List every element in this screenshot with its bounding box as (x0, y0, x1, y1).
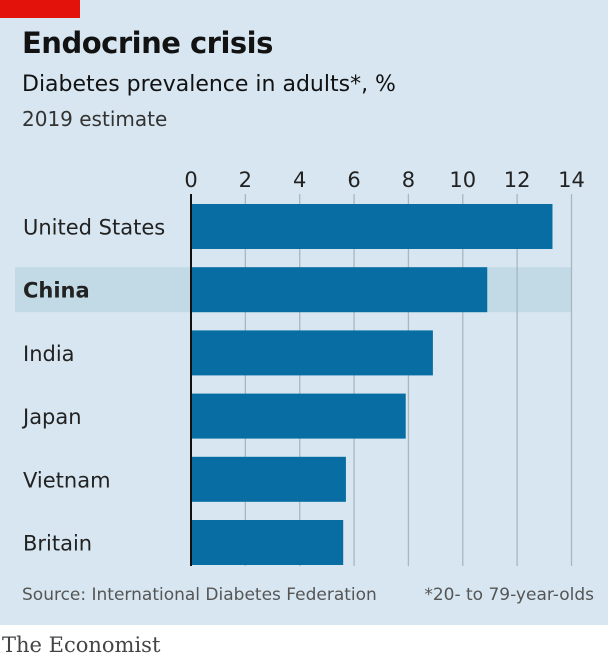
x-tick-label: 2 (239, 168, 252, 192)
footnote-text: *20- to 79-year-olds (424, 585, 594, 605)
bar-japan (191, 393, 406, 439)
chart-subtitle: Diabetes prevalence in adults*, % (22, 72, 396, 97)
category-label: Britain (23, 532, 92, 556)
x-tick-label: 6 (347, 168, 360, 192)
bar-vietnam (191, 456, 346, 502)
x-tick-label: 14 (558, 168, 585, 192)
category-label: Vietnam (23, 468, 111, 492)
category-label: India (23, 342, 75, 366)
chart-title: Endocrine crisis (22, 26, 273, 60)
x-tick-label: 12 (504, 168, 531, 192)
red-tag-logo (0, 0, 80, 18)
category-label: China (23, 279, 90, 303)
bar-india (191, 330, 433, 376)
brand-logo: The Economist (2, 633, 161, 657)
x-tick-label: 0 (184, 168, 197, 192)
x-tick-label: 10 (449, 168, 476, 192)
bar-britain (191, 520, 344, 565)
chart-note: 2019 estimate (22, 107, 168, 131)
x-tick-label: 8 (402, 168, 415, 192)
source-text: Source: International Diabetes Federatio… (22, 585, 377, 605)
category-label: United States (23, 216, 165, 240)
bar-united-states (191, 204, 553, 249)
x-tick-label: 4 (293, 168, 306, 192)
bar-chart: 0 2 4 6 8 10 12 14 United States China India Japan V… (15, 168, 585, 566)
category-label: Japan (21, 405, 82, 429)
bar-china (191, 267, 488, 313)
